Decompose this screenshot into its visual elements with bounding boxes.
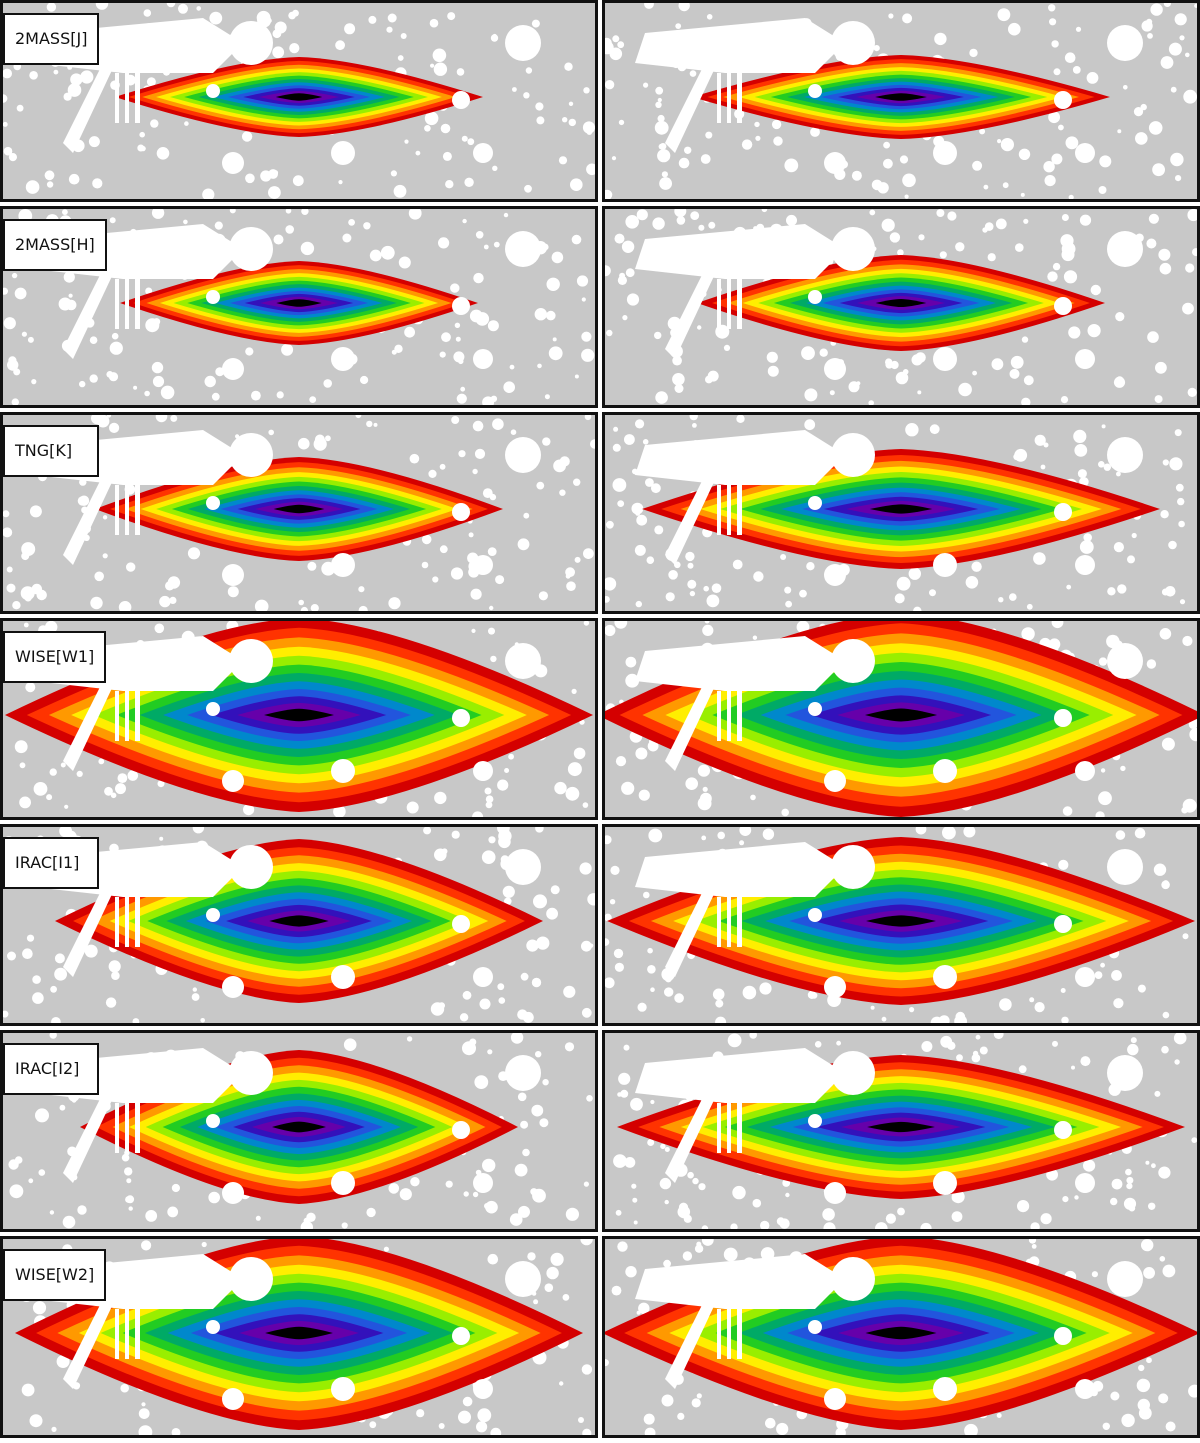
masked-stars [635, 18, 1143, 174]
observed-image-4: WISE[W1] [0, 618, 598, 820]
galaxy-contour-map [5, 621, 593, 817]
model-image-6 [602, 1030, 1200, 1232]
galaxy-contour-map [15, 1239, 593, 1435]
band-label: WISE[W1] [3, 631, 107, 683]
galaxy-contour-map [8, 1033, 593, 1229]
observed-image-2: 2MASS[H] [0, 206, 598, 408]
band-label: WISE[W2] [3, 1249, 107, 1301]
galaxy-contour-map [613, 1033, 1197, 1229]
galaxy-contour-map [3, 415, 595, 611]
model-image-5 [602, 824, 1200, 1026]
model-image-3 [602, 412, 1200, 614]
model-image-1 [602, 0, 1200, 202]
masked-stars [635, 224, 1143, 380]
observed-image-1: 2MASS[J] [0, 0, 598, 202]
galaxy-contour-map [605, 1239, 1197, 1435]
masked-stars [635, 1048, 1143, 1204]
masked-stars [635, 636, 1143, 792]
isophote-contours [80, 1050, 518, 1204]
isophote-contours [115, 57, 483, 137]
model-image-2 [602, 206, 1200, 408]
band-label: IRAC[I2] [3, 1043, 99, 1095]
galaxy-contour-map [605, 3, 1197, 199]
masked-stars [635, 842, 1143, 998]
band-label: IRAC[I1] [3, 837, 99, 889]
observed-image-3: TNG[K] [0, 412, 598, 614]
model-image-4 [602, 618, 1200, 820]
model-image-7 [602, 1236, 1200, 1438]
isophote-contours [692, 55, 1110, 139]
band-label: TNG[K] [3, 425, 99, 477]
band-label: 2MASS[J] [3, 13, 100, 65]
observed-image-7: WISE[W2] [0, 1236, 598, 1438]
galaxy-contour-map [605, 827, 1195, 1023]
masked-stars [635, 430, 1143, 586]
observed-image-6: IRAC[I2] [0, 1030, 598, 1232]
masked-stars [635, 1254, 1143, 1410]
galaxy-contour-map [605, 415, 1186, 611]
galaxy-contour-map [605, 209, 1197, 405]
band-label: 2MASS[H] [3, 219, 107, 271]
isophote-contours [120, 261, 478, 345]
galaxy-contour-map [3, 827, 595, 1023]
observed-image-5: IRAC[I1] [0, 824, 598, 1026]
galaxy-contour-map [605, 621, 1197, 817]
